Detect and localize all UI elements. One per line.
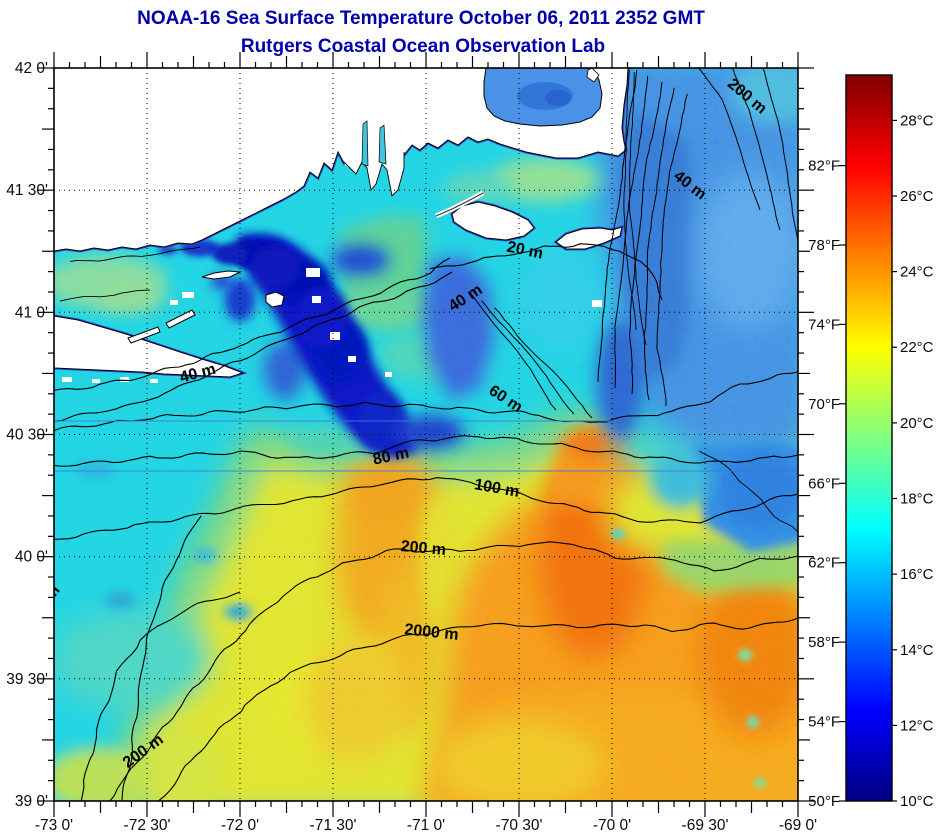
svg-text:-71 0': -71 0' — [407, 817, 445, 834]
svg-text:16°C: 16°C — [900, 566, 934, 583]
svg-text:-70 30': -70 30' — [496, 817, 543, 834]
svg-text:12°C: 12°C — [900, 717, 934, 734]
svg-text:70°F: 70°F — [808, 396, 840, 413]
svg-text:-70 0': -70 0' — [593, 817, 631, 834]
svg-text:66°F: 66°F — [808, 475, 840, 492]
svg-text:-69 30': -69 30' — [682, 817, 729, 834]
svg-text:78°F: 78°F — [808, 237, 840, 254]
svg-text:50°F: 50°F — [808, 793, 840, 810]
svg-text:54°F: 54°F — [808, 714, 840, 731]
svg-text:28°C: 28°C — [900, 112, 934, 129]
svg-text:-72 0': -72 0' — [221, 817, 259, 834]
svg-text:58°F: 58°F — [808, 634, 840, 651]
svg-text:18°C: 18°C — [900, 491, 934, 508]
svg-text:22°C: 22°C — [900, 339, 934, 356]
svg-text:200 m: 200 m — [400, 538, 447, 559]
svg-text:Rutgers Coastal Ocean Observat: Rutgers Coastal Ocean Observation Lab — [241, 36, 605, 57]
svg-text:26°C: 26°C — [900, 188, 934, 205]
svg-text:74°F: 74°F — [808, 316, 840, 333]
svg-text:24°C: 24°C — [900, 264, 934, 281]
svg-text:41 30': 41 30' — [6, 182, 48, 199]
svg-text:0 m: 0 m — [33, 582, 63, 614]
svg-text:NOAA-16 Sea Surface Temperatur: NOAA-16 Sea Surface Temperature October … — [137, 8, 705, 29]
svg-text:42 0': 42 0' — [15, 60, 48, 77]
svg-text:-73 0': -73 0' — [35, 817, 73, 834]
svg-text:82°F: 82°F — [808, 158, 840, 175]
svg-text:40 30': 40 30' — [6, 427, 48, 444]
svg-text:39 30': 39 30' — [6, 671, 48, 688]
svg-text:-71 30': -71 30' — [310, 817, 357, 834]
svg-text:-69 0': -69 0' — [779, 817, 817, 834]
svg-text:14°C: 14°C — [900, 642, 934, 659]
svg-text:10°C: 10°C — [900, 793, 934, 810]
svg-text:39 0': 39 0' — [15, 793, 48, 810]
svg-text:-72 30': -72 30' — [124, 817, 171, 834]
svg-text:2000 m: 2000 m — [404, 621, 460, 644]
svg-text:40 0': 40 0' — [15, 549, 48, 566]
svg-text:41 0': 41 0' — [15, 304, 48, 321]
svg-text:62°F: 62°F — [808, 555, 840, 572]
svg-text:20°C: 20°C — [900, 415, 934, 432]
